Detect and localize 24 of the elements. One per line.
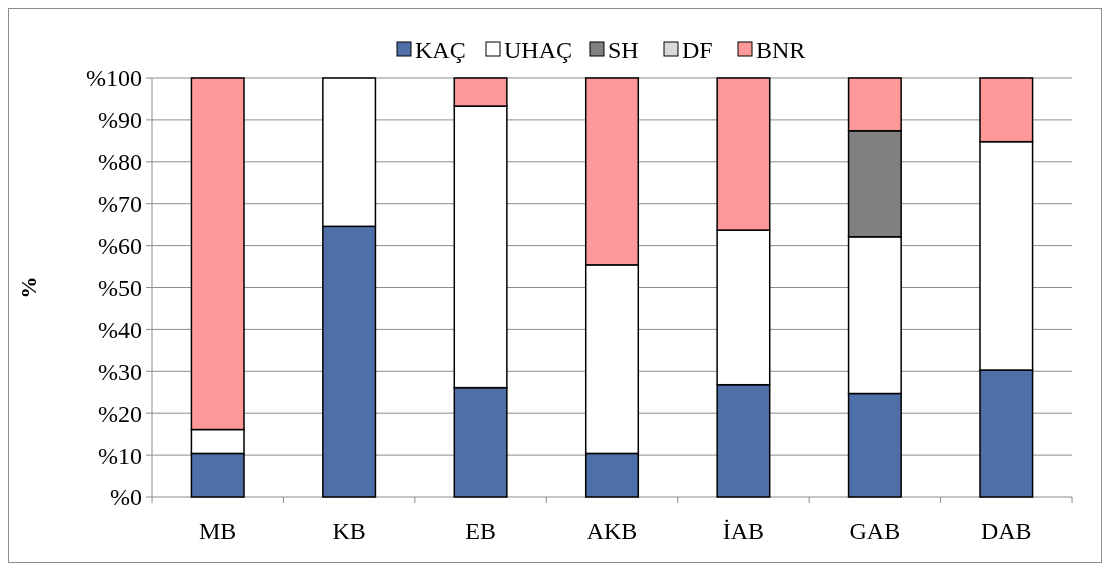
y-tick-label: %10 xyxy=(98,442,142,469)
x-tick-label: DAB xyxy=(980,518,1032,544)
legend-label: UHAÇ xyxy=(504,37,573,64)
y-tick-label: %40 xyxy=(98,316,142,343)
y-axis-title: % xyxy=(16,276,41,299)
y-tick-label: %80 xyxy=(98,149,142,176)
y-tick-label: %90 xyxy=(98,107,142,134)
y-tick-label: %100 xyxy=(86,65,142,92)
x-tick-label: MB xyxy=(199,518,237,544)
y-tick-label: %20 xyxy=(98,400,142,427)
legend-label: KAÇ xyxy=(415,37,466,64)
legend-label: SH xyxy=(608,37,639,64)
y-tick-label: %70 xyxy=(98,191,142,218)
y-tick-label: %30 xyxy=(98,358,142,385)
y-tick-label: %0 xyxy=(110,484,142,511)
legend-label: DF xyxy=(682,37,713,64)
x-tick-label: KB xyxy=(332,518,366,544)
x-tick-label: AKB xyxy=(586,518,638,544)
y-tick-label: %60 xyxy=(98,233,142,259)
legend-label: BNR xyxy=(756,37,806,64)
x-tick-label: İAB xyxy=(722,518,765,544)
y-tick-label: %50 xyxy=(98,274,142,301)
x-tick-label: GAB xyxy=(849,518,901,544)
x-tick-label: EB xyxy=(465,518,496,544)
